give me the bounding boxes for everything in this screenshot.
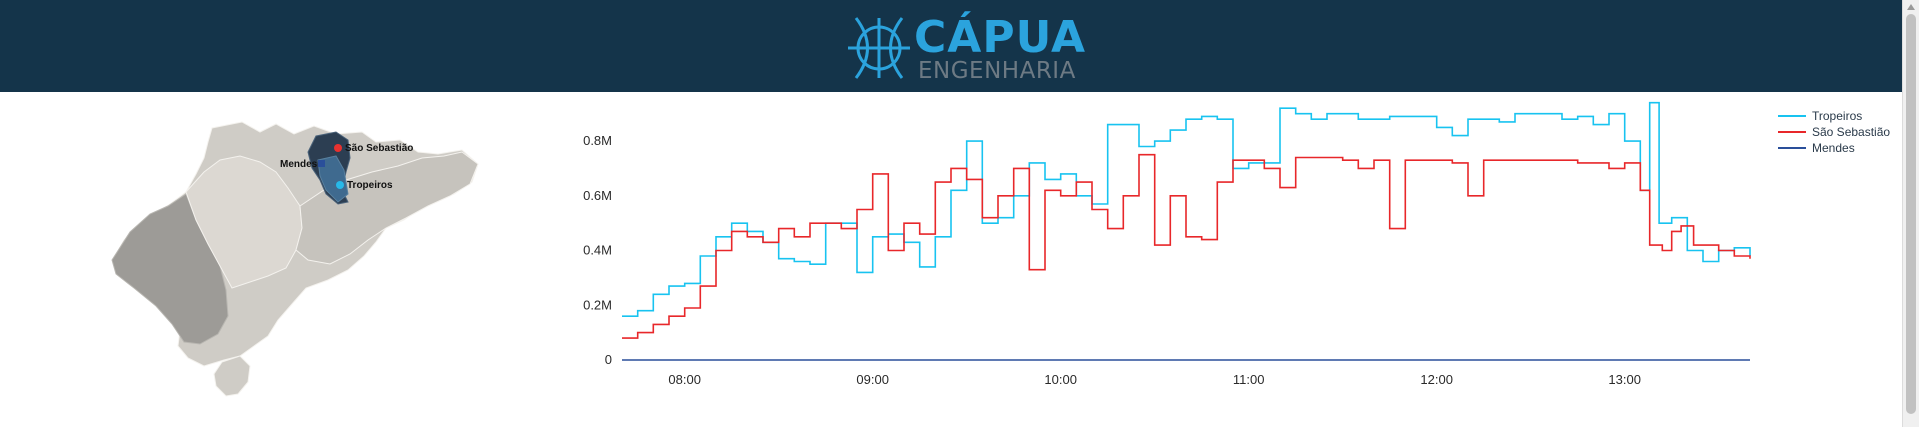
brand-subtitle: ENGENHARIA (918, 58, 1076, 84)
marker-sao-sebastiao-label: São Sebastião (345, 143, 413, 154)
line-chart: 08:00 09:00 10:00 11:00 12:00 13:00 0 0.2M 0.4M… (560, 92, 1900, 427)
y-tick-label: 0.4M (583, 243, 612, 258)
line-chart-svg: 08:00 09:00 10:00 11:00 12:00 13:00 0 0.2M 0.4M… (583, 101, 1890, 387)
map-region-east (295, 151, 479, 265)
marker-tropeiros-dot[interactable] (336, 181, 344, 189)
x-tick-label: 11:00 (1233, 372, 1265, 387)
y-tick-label: 0.8M (583, 133, 612, 148)
y-tick-label: 0.6M (583, 188, 612, 203)
series-line-tropeiros (622, 101, 1751, 317)
map-region-south-island (213, 355, 251, 397)
x-tick-label: 12:00 (1420, 372, 1453, 387)
legend-label: Tropeiros (1812, 109, 1862, 123)
x-axis-ticks: 08:00 09:00 10:00 11:00 12:00 13:00 (668, 372, 1641, 387)
legend-label: São Sebastião (1812, 125, 1890, 139)
y-axis-ticks: 0 0.2M 0.4M 0.6M 0.8M (583, 133, 612, 367)
app-header: CÁPUA ENGENHARIA (0, 0, 1902, 92)
scroll-up-arrow-icon[interactable] (1907, 4, 1915, 10)
series-line-sao-sebastiao (622, 153, 1751, 339)
capua-globe-icon (848, 17, 910, 79)
marker-sao-sebastiao-dot[interactable] (334, 144, 342, 152)
marker-mendes-label: Mendes (280, 159, 318, 170)
scrollbar-thumb[interactable] (1906, 14, 1916, 414)
vertical-scrollbar[interactable] (1902, 0, 1919, 427)
x-tick-label: 09:00 (856, 372, 889, 387)
map-subregion-highlight (317, 155, 349, 203)
region-map: São Sebastião Mendes Tropeiros (100, 110, 500, 410)
region-map-svg: São Sebastião Mendes Tropeiros (111, 121, 479, 397)
marker-tropeiros-label: Tropeiros (347, 180, 393, 191)
x-tick-label: 08:00 (668, 372, 701, 387)
brand-title: CÁPUA (914, 12, 1087, 63)
y-tick-label: 0 (605, 352, 612, 367)
x-tick-label: 10:00 (1044, 372, 1077, 387)
chart-legend: Tropeiros São Sebastião Mendes (1778, 109, 1890, 155)
plot-lines (622, 101, 1751, 361)
map-region-west (111, 193, 229, 345)
marker-mendes-dot[interactable] (318, 160, 325, 167)
legend-label: Mendes (1812, 141, 1855, 155)
y-tick-label: 0.2M (583, 297, 612, 312)
brand-logo[interactable]: CÁPUA ENGENHARIA (848, 12, 1085, 84)
x-tick-label: 13:00 (1608, 372, 1641, 387)
